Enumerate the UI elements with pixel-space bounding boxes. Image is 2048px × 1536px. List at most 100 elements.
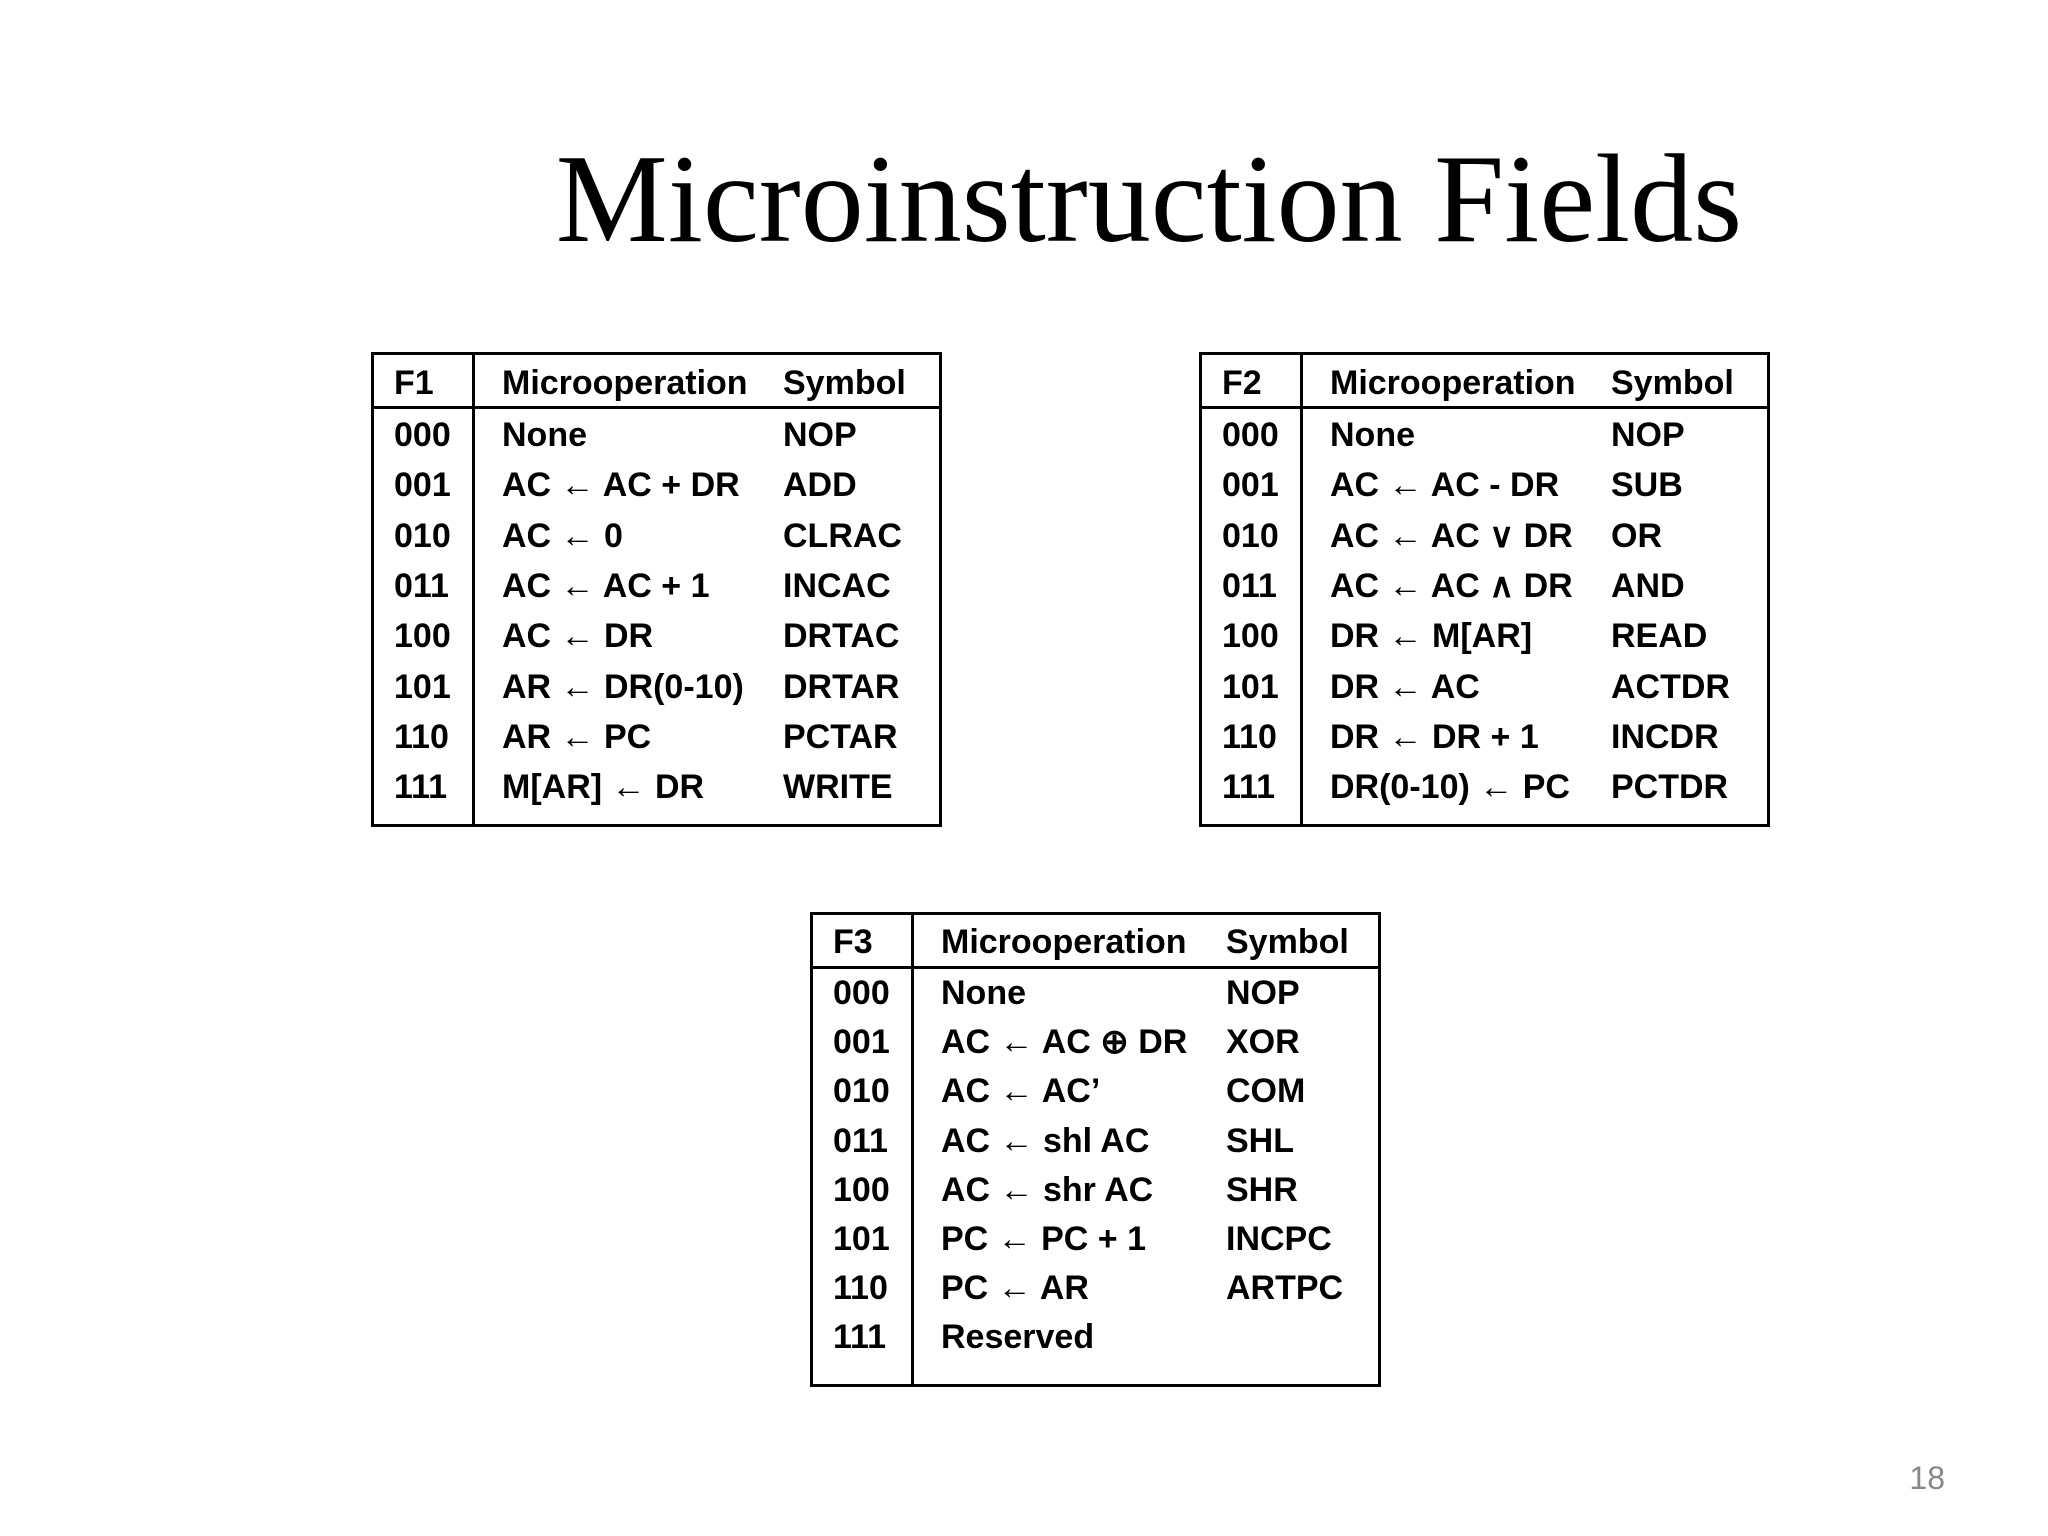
header-microoperation: Microoperation: [941, 923, 1187, 961]
table-row: 010 AC ← AC ∨ DR OR: [1202, 511, 1767, 561]
field-table-f2: F2 Microoperation Symbol 000 None NOP 001 AC…: [1199, 352, 1770, 827]
table-row: 001 AC ← AC - DR SUB: [1202, 460, 1767, 510]
cell-microoperation: AC ← AC’: [941, 1072, 1101, 1111]
cell-code: 101: [394, 667, 451, 706]
cell-code: 111: [394, 768, 447, 807]
page-number: 18: [1909, 1460, 1945, 1496]
table-row: 101 AR ← DR(0-10) DRTAR: [374, 662, 939, 712]
cell-code: 100: [1222, 617, 1279, 656]
header-microoperation: Microoperation: [502, 364, 748, 402]
table-row: 010 AC ← AC’ COM: [813, 1067, 1378, 1116]
cell-symbol: CLRAC: [783, 516, 902, 555]
cell-microoperation: DR(0-10) ← PC: [1330, 768, 1570, 807]
cell-microoperation: Reserved: [941, 1318, 1095, 1357]
cell-code: 001: [394, 466, 451, 505]
table-divider-horizontal: [374, 406, 939, 409]
cell-code: 010: [833, 1072, 890, 1111]
table-divider-horizontal: [1202, 406, 1767, 409]
cell-symbol: ARTPC: [1226, 1269, 1344, 1308]
cell-code: 011: [394, 566, 449, 605]
cell-symbol: AND: [1611, 566, 1685, 605]
cell-code: 000: [833, 974, 890, 1012]
cell-microoperation: AC ← AC - DR: [1330, 466, 1560, 505]
header-symbol: Symbol: [1611, 364, 1734, 402]
header-code: F2: [1222, 364, 1262, 402]
cell-microoperation: AC ← AC + 1: [502, 566, 710, 605]
cell-microoperation: AR ← PC: [502, 717, 652, 756]
cell-code: 000: [394, 416, 451, 454]
table-header-row: F3 Microoperation Symbol: [813, 918, 1378, 967]
cell-symbol: SUB: [1611, 466, 1683, 505]
cell-symbol: INCAC: [783, 566, 891, 605]
table-row: 011 AC ← shl AC SHL: [813, 1117, 1378, 1166]
header-code: F1: [394, 364, 434, 402]
header-symbol: Symbol: [1226, 923, 1349, 961]
table-row: 101 DR ← AC ACTDR: [1202, 662, 1767, 712]
cell-microoperation: AR ← DR(0-10): [502, 667, 744, 706]
cell-code: 011: [1222, 566, 1277, 605]
table-header-row: F1 Microoperation Symbol: [374, 358, 939, 408]
cell-symbol: PCTDR: [1611, 768, 1729, 807]
field-table-f1: F1 Microoperation Symbol 000 None NOP 001 AC…: [371, 352, 942, 827]
slide-title: Microinstruction Fields: [555, 130, 1743, 269]
cell-code: 011: [833, 1121, 888, 1160]
table-row: 000 None NOP: [374, 410, 939, 460]
table-header-row: F2 Microoperation Symbol: [1202, 358, 1767, 408]
cell-symbol: ADD: [783, 466, 857, 505]
table-divider-vertical: [1300, 355, 1303, 824]
header-symbol: Symbol: [783, 364, 906, 402]
cell-microoperation: None: [502, 416, 587, 454]
cell-symbol: NOP: [1611, 416, 1685, 454]
cell-code: 110: [1222, 717, 1277, 756]
cell-code: 101: [833, 1220, 890, 1258]
header-microoperation: Microoperation: [1330, 364, 1576, 402]
table-row: 001 AC ← AC + DR ADD: [374, 460, 939, 510]
cell-microoperation: AC ← AC ⊕ DR: [941, 1023, 1188, 1062]
cell-code: 100: [394, 617, 451, 656]
cell-microoperation: DR ← M[AR]: [1330, 617, 1533, 656]
cell-microoperation: AC ← AC ∨ DR: [1330, 516, 1573, 555]
cell-microoperation: AC ← AC ∧ DR: [1330, 566, 1573, 605]
cell-symbol: SHR: [1226, 1170, 1298, 1209]
table-row: 101 PC ← PC + 1 INCPC: [813, 1215, 1378, 1264]
cell-microoperation: DR ← AC: [1330, 667, 1480, 706]
cell-code: 000: [1222, 416, 1279, 454]
cell-code: 111: [1222, 768, 1275, 807]
cell-microoperation: AC ← 0: [502, 516, 623, 555]
cell-microoperation: AC ← shl AC: [941, 1121, 1150, 1160]
field-table-f3: F3 Microoperation Symbol 000 None NOP 001 AC…: [810, 912, 1381, 1387]
cell-symbol: ACTDR: [1611, 667, 1730, 706]
table-row: 000 None NOP: [1202, 410, 1767, 460]
cell-code: 110: [394, 717, 449, 756]
cell-symbol: WRITE: [783, 768, 893, 807]
header-code: F3: [833, 923, 873, 961]
table-row: 100 AC ← shr AC SHR: [813, 1166, 1378, 1215]
table-row: 011 AC ← AC + 1 INCAC: [374, 561, 939, 611]
cell-microoperation: None: [941, 974, 1026, 1012]
table-divider-horizontal: [813, 966, 1378, 969]
cell-symbol: READ: [1611, 617, 1708, 656]
cell-symbol: XOR: [1226, 1023, 1300, 1062]
cell-symbol: NOP: [1226, 974, 1300, 1012]
table-row: 110 AR ← PC PCTAR: [374, 712, 939, 762]
table-row: 111 DR(0-10) ← PC PCTDR: [1202, 762, 1767, 812]
table-row: 100 DR ← M[AR] READ: [1202, 611, 1767, 661]
cell-microoperation: None: [1330, 416, 1415, 454]
cell-code: 001: [1222, 466, 1279, 505]
cell-symbol: NOP: [783, 416, 857, 454]
cell-code: 101: [1222, 667, 1279, 706]
table-row: 010 AC ← 0 CLRAC: [374, 511, 939, 561]
cell-code: 001: [833, 1023, 890, 1062]
cell-symbol: INCPC: [1226, 1220, 1332, 1258]
cell-symbol: COM: [1226, 1072, 1306, 1111]
cell-symbol: DRTAC: [783, 617, 900, 656]
table-row: 001 AC ← AC ⊕ DR XOR: [813, 1018, 1378, 1067]
table-divider-vertical: [472, 355, 475, 824]
cell-code: 100: [833, 1170, 890, 1209]
table-row: 110 PC ← AR ARTPC: [813, 1264, 1378, 1313]
cell-symbol: PCTAR: [783, 717, 898, 756]
cell-microoperation: M[AR] ← DR: [502, 768, 705, 807]
table-row: 011 AC ← AC ∧ DR AND: [1202, 561, 1767, 611]
cell-symbol: INCDR: [1611, 717, 1719, 756]
table-divider-vertical: [911, 915, 914, 1384]
